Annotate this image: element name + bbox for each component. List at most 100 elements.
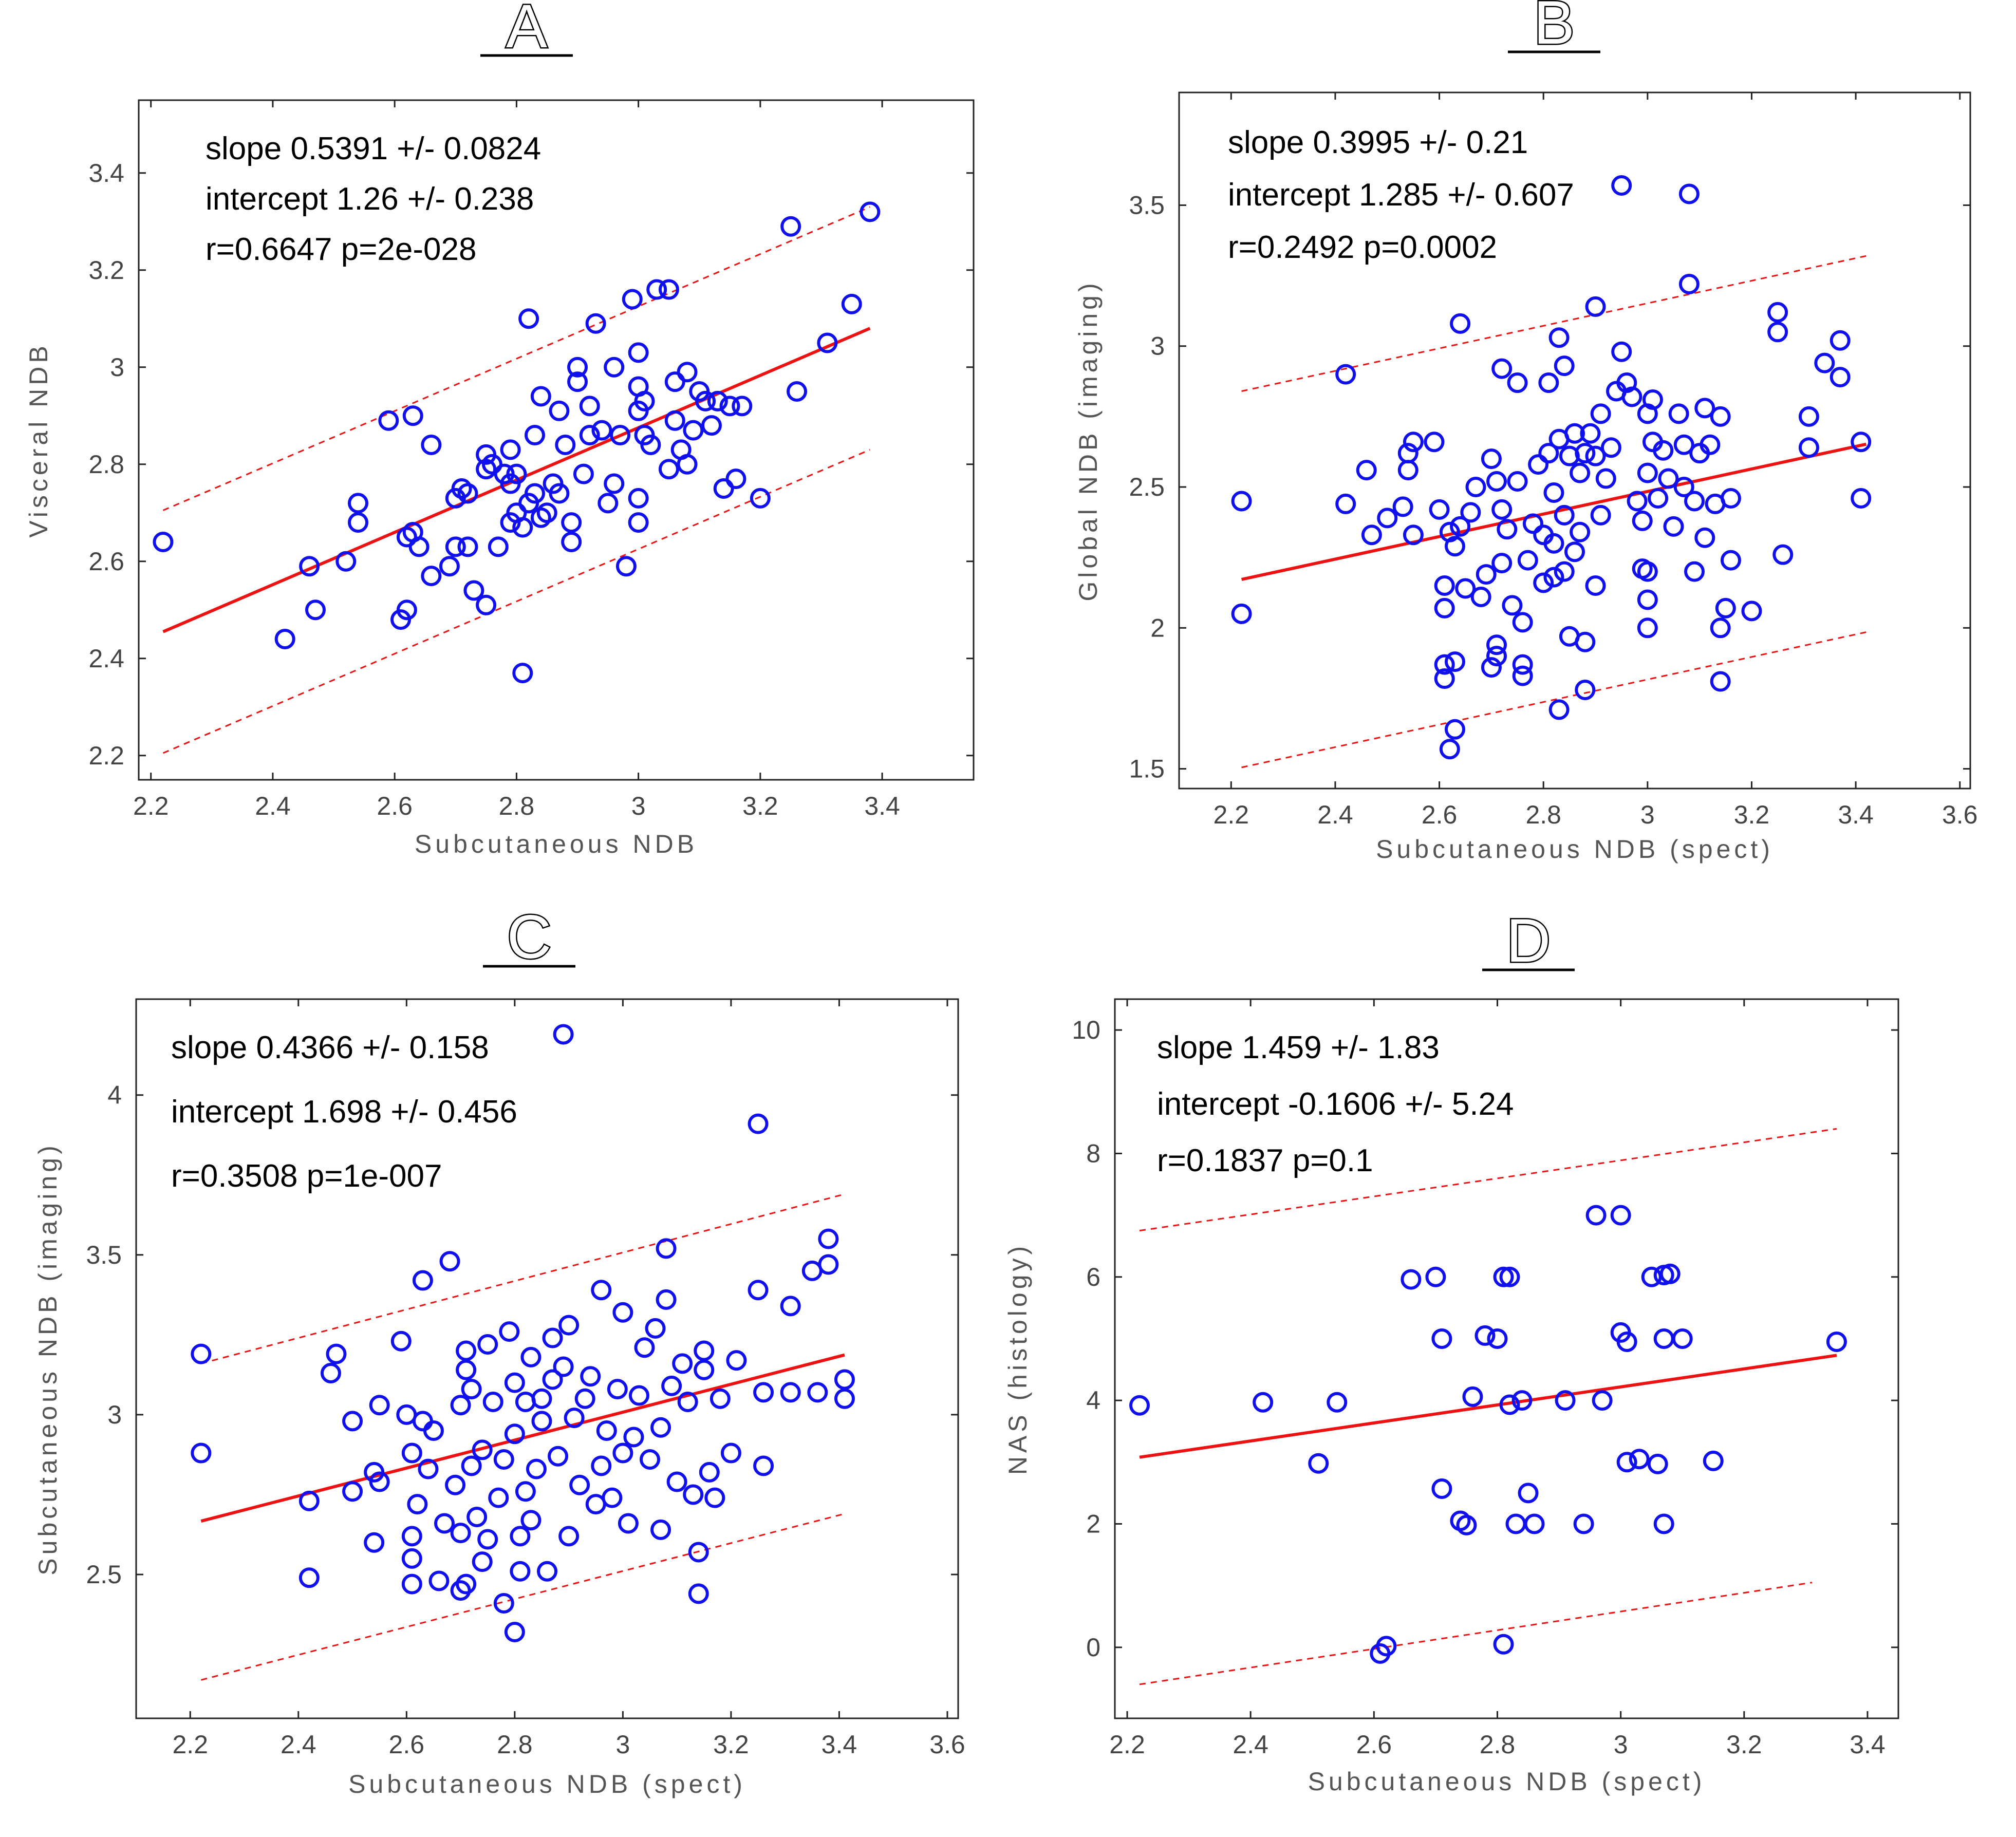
data-point bbox=[1460, 502, 1481, 523]
data-point bbox=[579, 396, 600, 417]
data-point bbox=[1611, 341, 1632, 362]
data-point bbox=[713, 478, 734, 499]
data-point bbox=[1493, 1266, 1514, 1287]
data-point bbox=[493, 1449, 514, 1470]
y-tick-label: 2.4 bbox=[88, 644, 124, 673]
y-tick-label: 3.5 bbox=[86, 1241, 122, 1269]
data-point bbox=[1522, 513, 1543, 534]
data-point bbox=[628, 488, 649, 509]
data-point bbox=[1231, 603, 1252, 624]
data-point bbox=[1673, 477, 1694, 498]
data-point bbox=[677, 1392, 698, 1412]
data-point bbox=[1444, 651, 1465, 672]
data-point bbox=[520, 1510, 542, 1531]
x-axis-label: Subcutaneous NDB (spect) bbox=[1376, 835, 1774, 864]
y-tick-label: 10 bbox=[1072, 1016, 1100, 1044]
data-point bbox=[418, 1458, 439, 1479]
data-point bbox=[456, 1573, 477, 1595]
stats-annotation: slope 0.3995 +/- 0.21 bbox=[1228, 125, 1528, 160]
data-point bbox=[504, 1622, 525, 1642]
y-tick-label: 3 bbox=[107, 1400, 122, 1429]
data-point bbox=[569, 1474, 590, 1495]
stats-annotation: r=0.2492 p=0.0002 bbox=[1228, 230, 1497, 265]
data-point bbox=[1672, 1328, 1693, 1349]
data-point bbox=[1439, 739, 1460, 760]
plot-frame bbox=[1114, 998, 1899, 1719]
data-point bbox=[561, 531, 582, 552]
x-tick-label: 3.4 bbox=[1850, 1730, 1886, 1759]
data-point bbox=[476, 594, 497, 615]
data-point bbox=[1710, 617, 1731, 639]
data-point bbox=[1538, 372, 1559, 393]
data-point bbox=[1575, 679, 1596, 700]
x-tick-label: 3.2 bbox=[1734, 800, 1770, 829]
data-point bbox=[1491, 553, 1513, 574]
data-point bbox=[515, 1392, 536, 1412]
data-point bbox=[650, 1519, 671, 1540]
data-point bbox=[407, 1494, 428, 1515]
data-point bbox=[1627, 491, 1648, 512]
data-point bbox=[650, 1417, 671, 1438]
data-point bbox=[1694, 527, 1715, 548]
data-point bbox=[585, 313, 606, 334]
data-point bbox=[567, 357, 588, 378]
data-point bbox=[1673, 434, 1694, 455]
data-point bbox=[1684, 561, 1705, 582]
data-point bbox=[683, 420, 704, 441]
y-tick-label: 3 bbox=[110, 353, 124, 382]
data-point bbox=[493, 1593, 514, 1614]
data-point bbox=[1684, 491, 1705, 512]
ci-lower-line bbox=[1241, 631, 1866, 768]
data-point bbox=[1429, 499, 1450, 520]
data-point bbox=[1616, 1331, 1637, 1352]
data-point bbox=[1585, 575, 1606, 596]
x-axis-label: Subcutaneous NDB (spect) bbox=[348, 1770, 746, 1798]
data-point bbox=[1767, 302, 1788, 323]
data-point bbox=[1616, 1452, 1637, 1473]
data-point bbox=[1629, 1449, 1650, 1470]
y-axis-label: Visceral NDB bbox=[24, 342, 53, 537]
y-tick-label: 2.5 bbox=[86, 1560, 122, 1589]
data-point bbox=[1653, 1513, 1674, 1534]
x-tick-label: 3.2 bbox=[742, 792, 778, 820]
data-point bbox=[658, 459, 679, 480]
data-point bbox=[555, 434, 576, 455]
data-point bbox=[1548, 699, 1570, 720]
y-axis-label: NAS (histology) bbox=[1003, 1243, 1032, 1475]
data-point bbox=[656, 1289, 677, 1310]
data-point bbox=[1585, 445, 1606, 466]
data-point bbox=[553, 1024, 574, 1045]
data-point bbox=[1403, 432, 1424, 453]
data-point bbox=[1585, 296, 1606, 317]
data-point bbox=[1465, 477, 1486, 498]
data-point bbox=[1538, 443, 1559, 464]
data-point bbox=[488, 536, 509, 557]
data-point bbox=[1493, 1634, 1514, 1655]
data-point bbox=[618, 1513, 639, 1534]
data-point bbox=[298, 1490, 320, 1511]
data-point bbox=[369, 1395, 390, 1416]
data-point bbox=[623, 1427, 644, 1448]
data-point bbox=[477, 1334, 498, 1355]
data-point bbox=[1767, 322, 1788, 343]
data-point bbox=[1403, 524, 1424, 546]
data-point bbox=[1499, 1394, 1520, 1415]
data-point bbox=[191, 1343, 212, 1364]
data-point bbox=[646, 279, 667, 300]
y-tick-label: 3 bbox=[1150, 332, 1165, 361]
chart-panel-b: B 2.2 2.4 2.6 2.8 3 3.2 3.4 3.6 1.5 2 2.5 3 3.5 Subcut… bbox=[1074, 0, 1977, 864]
data-point bbox=[1653, 1328, 1674, 1349]
x-tick-label: 3.4 bbox=[1838, 800, 1874, 829]
stats-annotation: r=0.3508 p=1e-007 bbox=[171, 1158, 442, 1194]
data-point bbox=[719, 396, 740, 417]
data-point bbox=[1231, 491, 1252, 512]
data-point bbox=[504, 1423, 525, 1445]
data-point bbox=[512, 517, 533, 538]
data-point bbox=[1397, 460, 1418, 481]
data-point bbox=[622, 289, 643, 310]
data-point bbox=[1637, 462, 1658, 483]
data-point bbox=[677, 362, 698, 383]
data-point bbox=[1715, 597, 1736, 618]
data-point bbox=[457, 483, 478, 504]
data-point bbox=[320, 1363, 341, 1383]
